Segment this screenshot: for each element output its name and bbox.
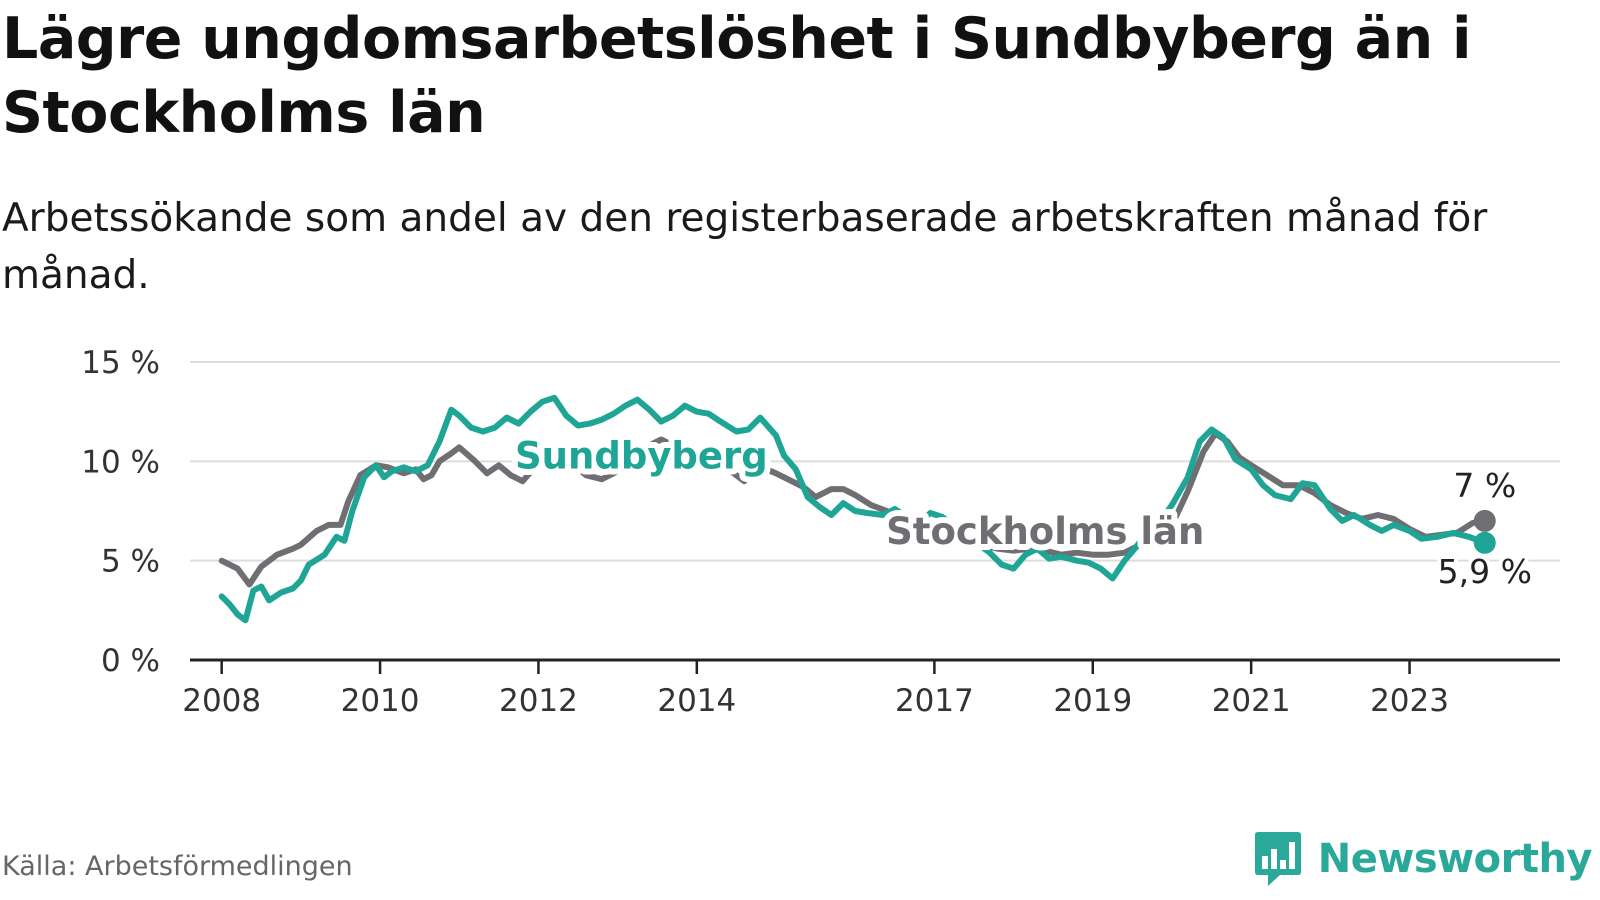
x-axis-ticks [220,660,1411,674]
x-tick-label: 2017 [895,683,974,719]
x-tick-label: 2021 [1212,683,1291,719]
series-label-sundbyberg: Sundbyberg [515,434,768,477]
end-markers [1473,509,1496,554]
newsworthy-logo: Newsworthy [1254,830,1593,888]
newsworthy-logo-icon [1254,832,1301,886]
newsworthy-logo-text: Newsworthy [1317,836,1593,882]
y-tick-label: 10 % [81,444,160,480]
x-tick-label: 2023 [1370,683,1449,719]
line-chart: 0 %5 %10 %15 % 2008 2010 2012 2014 2017 2019 2… [81,345,1560,719]
y-tick-label: 15 % [81,345,160,381]
x-tick-label: 2010 [341,683,420,719]
x-tick-label: 2008 [182,683,261,719]
y-tick-label: 5 % [101,544,160,580]
end-label-stockholms-lan: 7 % [1453,466,1516,505]
y-axis-tick-labels: 0 % 5 % 10 % 15 % [81,345,160,679]
series-labels: Sundbyberg Stockholms län [509,428,1210,558]
x-axis-tick-labels: 2008 2010 2012 2014 2017 2019 2021 2023 [182,683,1449,719]
series-line-sundbyberg [218,394,1488,624]
series-lines [218,394,1488,624]
end-marker-stockholms-lan [1473,509,1496,532]
source-note: Källa: Arbetsförmedlingen [2,851,353,882]
chart-subtitle: Arbetssökande som andel av den registerb… [2,196,1488,298]
end-label-sundbyberg: 5,9 % [1438,552,1532,591]
x-tick-label: 2019 [1053,683,1132,719]
end-value-labels: 7 % 5,9 % [1434,462,1536,595]
x-tick-label: 2012 [499,683,578,719]
x-tick-label: 2014 [657,683,736,719]
series-label-stockholms-lan: Stockholms län [886,510,1204,553]
gridlines [190,361,1560,562]
end-marker-sundbyberg [1473,531,1496,554]
y-tick-label: 0 % [101,643,160,679]
chart-title: Lägre ungdomsarbetslöshet i Sundbyberg ä… [2,6,1472,146]
